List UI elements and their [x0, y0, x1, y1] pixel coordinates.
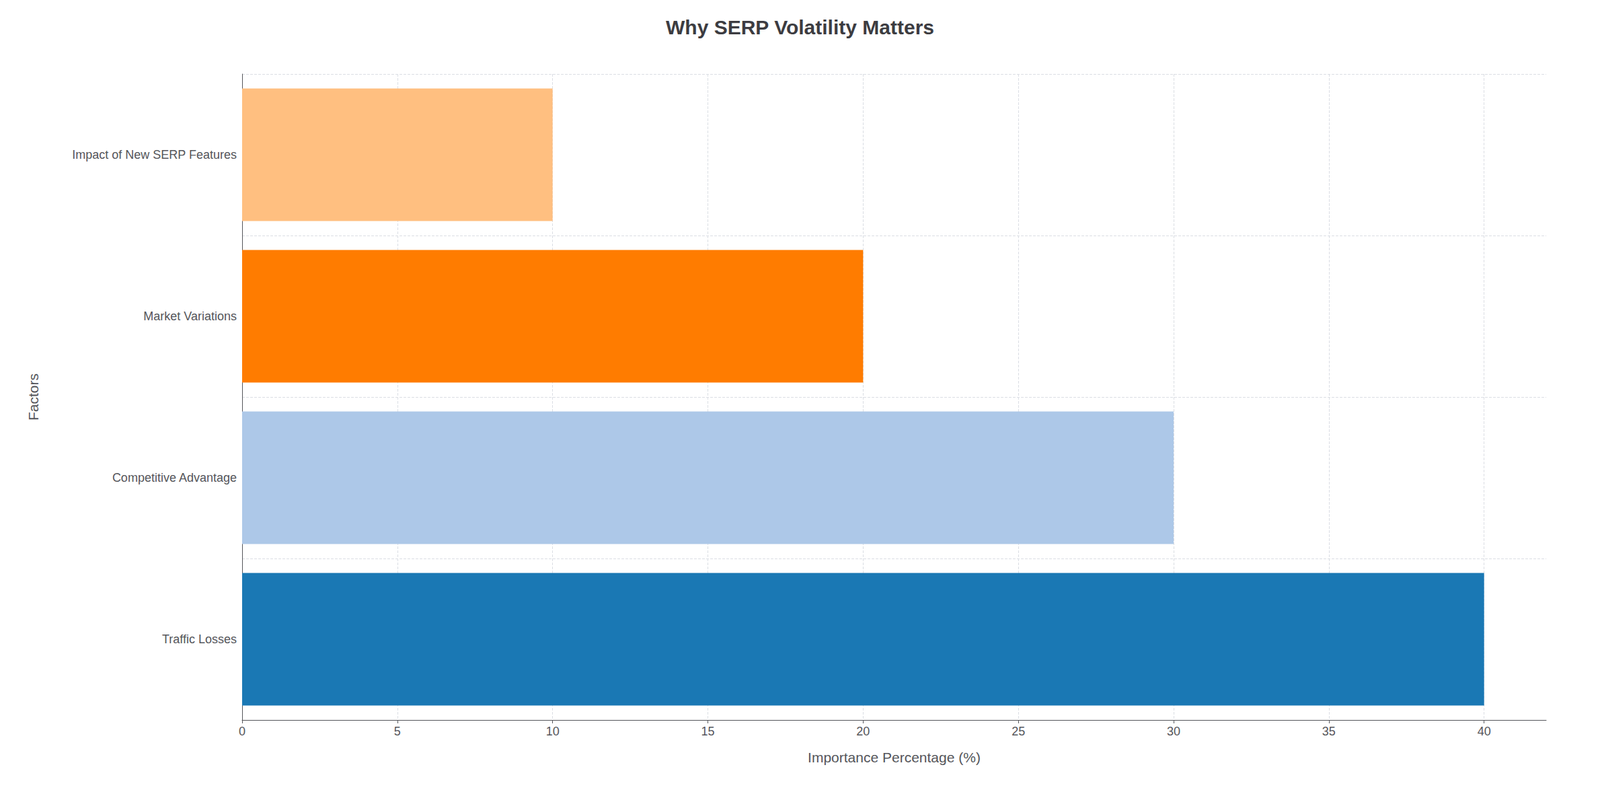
- svg-text:Traffic Losses: Traffic Losses: [162, 632, 237, 646]
- svg-text:Factors: Factors: [25, 373, 42, 421]
- svg-text:30: 30: [1166, 724, 1181, 738]
- svg-text:15: 15: [700, 724, 715, 738]
- svg-text:Market Variations: Market Variations: [143, 309, 237, 323]
- svg-text:40: 40: [1477, 724, 1492, 738]
- svg-text:20: 20: [856, 724, 870, 738]
- svg-text:0: 0: [238, 724, 246, 738]
- svg-text:Why SERP Volatility Matters: Why SERP Volatility Matters: [665, 16, 935, 39]
- svg-text:25: 25: [1011, 724, 1025, 738]
- svg-text:Competitive Advantage: Competitive Advantage: [112, 470, 237, 485]
- svg-text:35: 35: [1322, 724, 1336, 738]
- svg-text:Impact of New SERP Features: Impact of New SERP Features: [71, 147, 237, 162]
- svg-text:Importance Percentage (%): Importance Percentage (%): [807, 749, 981, 765]
- svg-text:5: 5: [394, 724, 401, 738]
- svg-text:10: 10: [546, 724, 560, 738]
